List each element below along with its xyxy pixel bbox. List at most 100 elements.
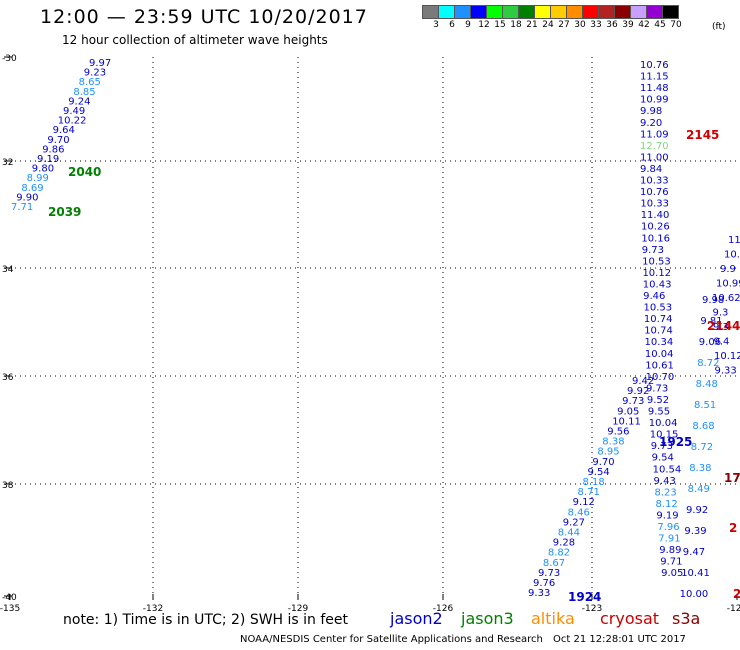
- swh-value: 10.16: [641, 233, 670, 244]
- swh-value: 10.61: [645, 360, 674, 371]
- swh-value: 8.51: [694, 400, 716, 411]
- swh-value: 8.38: [689, 463, 711, 474]
- swh-value: 10.04: [645, 349, 674, 360]
- legend-ticks: 3 6 9 12 15 18 21 24 27 30 33 36 39 42 45 70: [422, 19, 682, 33]
- swh-value: 8.67: [543, 558, 565, 569]
- swh-value: 9.73: [642, 245, 664, 256]
- legend-tick-label: 33: [590, 20, 602, 30]
- sat-label-altika: altika: [531, 609, 575, 628]
- swh-value: 9.33: [528, 588, 550, 599]
- credit-text: NOAA/NESDIS Center for Satellite Applica…: [240, 634, 543, 645]
- legend-swatch: [662, 5, 679, 19]
- swh-value: 9.3: [713, 308, 729, 319]
- swh-value: 12.70: [640, 141, 669, 152]
- lon-label: -120: [727, 604, 740, 614]
- swh-value: 9.46: [643, 291, 665, 302]
- swh-value: 10.70: [646, 372, 675, 383]
- swh-value: 7.71: [11, 202, 33, 213]
- swh-value: 10.33: [640, 199, 669, 210]
- swh-value: 8.12: [655, 499, 677, 510]
- time-label: 1924: [568, 590, 601, 604]
- swh-value: 10.12: [714, 351, 740, 362]
- time-label: 2144: [707, 319, 740, 333]
- swh-value: 8.46: [568, 507, 590, 518]
- swh-value: 8.95: [597, 447, 619, 458]
- swh-value: 10.26: [641, 222, 670, 233]
- time-label: 2040: [68, 165, 101, 179]
- swh-value: 9.12: [573, 497, 595, 508]
- legend-tick-label: 21: [526, 20, 538, 30]
- legend-tick-label: 15: [494, 20, 506, 30]
- page-subtitle: 12 hour collection of altimeter wave hei…: [62, 33, 328, 47]
- swh-value: 11.09: [640, 129, 669, 140]
- time-label: 2: [729, 521, 737, 535]
- swh-value: 9.28: [553, 538, 575, 549]
- lat-label: 32: [2, 158, 13, 168]
- swh-value: 10.12: [642, 268, 671, 279]
- swh-value: 8.18: [583, 477, 605, 488]
- swh-value: 9.80: [32, 164, 54, 175]
- swh-value: 8.72: [697, 358, 719, 369]
- swh-value: 9.33: [715, 366, 737, 377]
- swh-value: 9.39: [684, 526, 706, 537]
- swh-value: 8.23: [655, 487, 677, 498]
- swh-value: 10.76: [640, 187, 669, 198]
- swh-value: 11.48: [640, 83, 669, 94]
- swh-value: 10.53: [642, 256, 671, 267]
- lon-label: -129: [288, 604, 309, 614]
- swh-value: 11.00: [640, 152, 669, 163]
- swh-value: 9.92: [686, 505, 708, 516]
- swh-value: 10.92: [724, 250, 740, 261]
- swh-value: 9.90: [16, 192, 38, 203]
- swh-value: 8.68: [692, 421, 714, 432]
- swh-value: 10.99: [640, 95, 669, 106]
- swh-value: 9.4: [714, 337, 730, 348]
- swh-value: 10.62: [712, 293, 740, 304]
- swh-value: 9.84: [640, 164, 662, 175]
- swh-value: 9.81: [700, 316, 722, 327]
- swh-value: 9.43: [654, 476, 676, 487]
- swh-value: 9.73: [651, 441, 673, 452]
- swh-value: 9.73: [646, 383, 668, 394]
- swh-value: 9.27: [563, 517, 585, 528]
- swh-value: 10.15: [650, 430, 679, 441]
- time-label: 1925: [659, 435, 692, 449]
- swh-value: 10.34: [645, 337, 674, 348]
- swh-value: 9.73: [622, 396, 644, 407]
- swh-value: 8.72: [691, 442, 713, 453]
- page-title: 12:00 — 23:59 UTC 10/20/2017: [40, 6, 368, 28]
- lon-label: -123: [582, 604, 602, 614]
- swh-value: 10.74: [644, 314, 673, 325]
- swh-value: 10.54: [653, 464, 682, 475]
- swh-value: 9.19: [37, 154, 59, 165]
- time-label: 17: [724, 471, 740, 485]
- swh-value: 9.70: [592, 457, 614, 468]
- swh-value: 9.54: [587, 467, 609, 478]
- swh-value: 10.04: [649, 418, 678, 429]
- sat-label-cryosat: cryosat: [600, 609, 660, 628]
- legend-tick-label: 36: [606, 20, 618, 30]
- swh-value: 9.76: [533, 578, 555, 589]
- legend-swatches: [422, 5, 679, 19]
- legend-unit: (ft): [712, 22, 726, 32]
- legend-tick-label: 27: [558, 20, 570, 30]
- sat-label-s3a: s3a: [672, 609, 701, 628]
- swh-value: 9.86: [42, 144, 64, 155]
- legend-tick-label: 12: [478, 20, 490, 30]
- swh-value: 8.69: [21, 183, 43, 194]
- time-label: 2: [733, 587, 740, 601]
- swh-value: 10.41: [681, 568, 710, 579]
- legend-tick-label: 42: [638, 20, 650, 30]
- swh-value: 10.00: [680, 589, 709, 600]
- swh-value: 9.73: [538, 568, 560, 579]
- swh-value: 9.20: [640, 118, 662, 129]
- swh-value: 9.89: [659, 545, 681, 556]
- swh-value: 9.98: [702, 295, 724, 306]
- sat-label-jason3: jason3: [461, 609, 514, 628]
- swh-value: 9.70: [47, 135, 69, 146]
- time-label: 2039: [48, 205, 81, 219]
- lon-label: -135: [0, 604, 20, 614]
- swh-value: 10.76: [640, 60, 669, 71]
- swh-value: 7.91: [658, 534, 680, 545]
- lat-label: 36: [2, 373, 14, 383]
